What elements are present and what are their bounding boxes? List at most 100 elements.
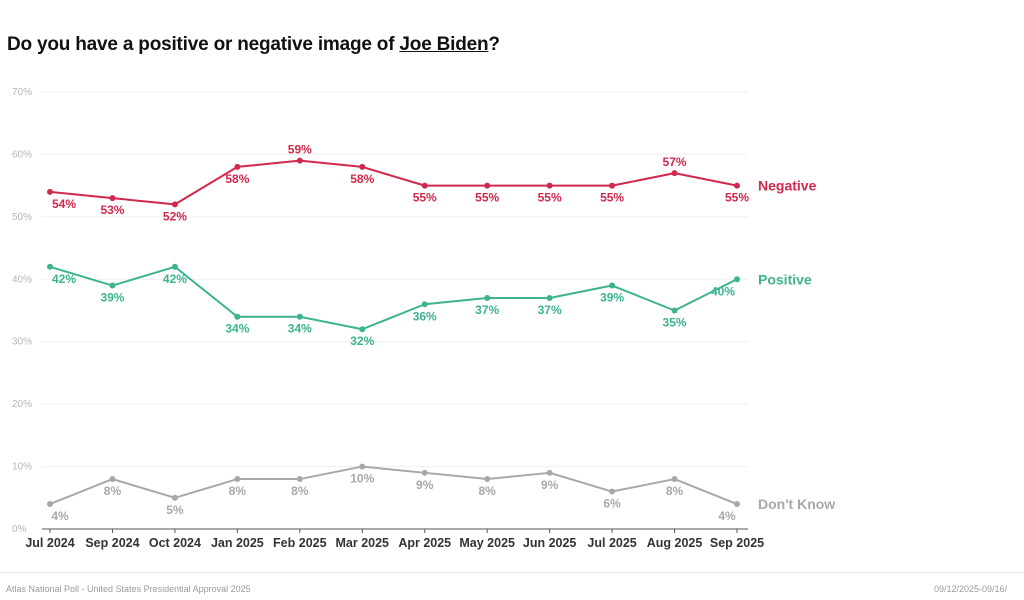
data-label: 37% bbox=[475, 303, 499, 317]
y-tick-label: 30% bbox=[12, 337, 32, 348]
data-point bbox=[296, 476, 303, 483]
data-point bbox=[47, 263, 53, 270]
x-tick-label: Feb 2025 bbox=[273, 536, 327, 550]
data-point bbox=[234, 476, 241, 483]
x-tick-label: May 2025 bbox=[459, 536, 515, 550]
y-tick-label: 20% bbox=[12, 399, 32, 410]
data-label: 10% bbox=[350, 472, 374, 486]
data-label: 8% bbox=[104, 484, 122, 498]
x-tick-label: Jun 2025 bbox=[523, 536, 577, 550]
data-point bbox=[421, 301, 428, 308]
x-tick-label: Oct 2024 bbox=[149, 536, 201, 550]
data-point bbox=[359, 326, 366, 333]
data-labels: 54% 53% 52% 58% 59% 58% 55% 55% 55% 55% 57% 55% 42% 3… bbox=[51, 143, 749, 523]
data-point bbox=[296, 157, 303, 164]
data-label: 34% bbox=[225, 322, 249, 336]
data-label: 32% bbox=[350, 334, 374, 348]
data-label: 39% bbox=[600, 291, 624, 305]
y-tick-label: 70% bbox=[12, 87, 32, 98]
data-point bbox=[109, 282, 116, 289]
data-point bbox=[734, 501, 740, 508]
y-tick-label: 0% bbox=[12, 524, 27, 535]
x-tick-label: Apr 2025 bbox=[398, 536, 451, 550]
series-line bbox=[49, 159, 738, 206]
data-point bbox=[359, 463, 366, 470]
data-point bbox=[484, 182, 491, 189]
data-point bbox=[609, 182, 616, 189]
data-point bbox=[109, 195, 116, 202]
data-label: 40% bbox=[711, 284, 735, 298]
x-tick-label: Mar 2025 bbox=[336, 536, 390, 550]
y-tick-label: 50% bbox=[12, 212, 32, 223]
y-tick-label: 40% bbox=[12, 274, 32, 285]
data-point bbox=[47, 188, 53, 195]
data-point bbox=[296, 313, 303, 320]
data-point bbox=[671, 307, 678, 314]
data-point bbox=[671, 170, 678, 177]
footer-divider bbox=[0, 572, 1024, 573]
data-point bbox=[734, 182, 740, 189]
data-point bbox=[671, 476, 678, 483]
line-chart: 0% 10% 20% 30% 40% 50% 60% 70% Jul 2024 Sep 2024… bbox=[12, 87, 835, 550]
data-point bbox=[484, 295, 491, 302]
series-lines bbox=[47, 157, 740, 508]
series-legend: Negative Positive Don't Know bbox=[758, 178, 835, 512]
title-prefix: Do you have a positive or negative image… bbox=[7, 34, 400, 55]
data-point bbox=[421, 182, 428, 189]
data-point bbox=[546, 469, 553, 476]
data-label: 6% bbox=[603, 497, 621, 511]
data-point bbox=[171, 494, 178, 501]
series-legend-label: Don't Know bbox=[758, 496, 835, 512]
data-label: 39% bbox=[100, 291, 124, 305]
data-label: 59% bbox=[288, 143, 312, 157]
series-line bbox=[49, 265, 738, 331]
footer-dates: 09/12/2025-09/16/ bbox=[934, 584, 1008, 594]
title-subject: Joe Biden bbox=[399, 34, 489, 55]
x-tick-label: Sep 2025 bbox=[710, 536, 764, 550]
x-axis: Jul 2024 Sep 2024 Oct 2024 Jan 2025 Feb 2025… bbox=[25, 528, 764, 550]
data-label: 42% bbox=[52, 272, 76, 286]
y-axis-ticks: 0% 10% 20% 30% 40% 50% 60% 70% bbox=[12, 87, 32, 535]
data-point bbox=[234, 163, 241, 170]
data-label: 36% bbox=[413, 309, 437, 323]
y-tick-label: 10% bbox=[12, 462, 32, 473]
x-tick-label: Aug 2025 bbox=[647, 536, 703, 550]
data-point bbox=[171, 201, 178, 208]
data-point bbox=[609, 282, 616, 289]
data-label: 55% bbox=[475, 191, 499, 205]
data-label: 5% bbox=[166, 503, 184, 517]
data-label: 37% bbox=[538, 303, 562, 317]
data-label: 4% bbox=[718, 509, 736, 523]
series-line bbox=[49, 465, 738, 505]
data-label: 42% bbox=[163, 272, 187, 286]
data-label: 8% bbox=[291, 484, 309, 498]
data-label: 58% bbox=[225, 172, 249, 186]
data-point bbox=[47, 501, 53, 508]
data-label: 34% bbox=[288, 322, 312, 336]
data-label: 58% bbox=[350, 172, 374, 186]
y-tick-label: 60% bbox=[12, 149, 32, 160]
x-tick-label: Jan 2025 bbox=[211, 536, 264, 550]
data-point bbox=[359, 163, 366, 170]
data-label: 54% bbox=[52, 197, 76, 211]
data-point bbox=[546, 295, 553, 302]
series-legend-label: Positive bbox=[758, 271, 812, 287]
data-label: 55% bbox=[538, 191, 562, 205]
data-label: 8% bbox=[666, 484, 684, 498]
x-tick-label: Jul 2025 bbox=[587, 536, 636, 550]
data-label: 55% bbox=[600, 191, 624, 205]
series-legend-label: Negative bbox=[758, 178, 817, 194]
data-label: 8% bbox=[229, 484, 247, 498]
data-point bbox=[109, 476, 116, 483]
x-tick-label: Jul 2024 bbox=[25, 536, 74, 550]
data-label: 57% bbox=[663, 155, 687, 169]
data-label: 9% bbox=[416, 478, 434, 492]
data-point bbox=[484, 476, 491, 483]
data-label: 4% bbox=[51, 509, 69, 523]
data-point bbox=[234, 313, 241, 320]
data-label: 55% bbox=[413, 191, 437, 205]
title-suffix: ? bbox=[488, 34, 500, 55]
gridlines bbox=[42, 91, 748, 468]
data-point bbox=[734, 276, 740, 283]
